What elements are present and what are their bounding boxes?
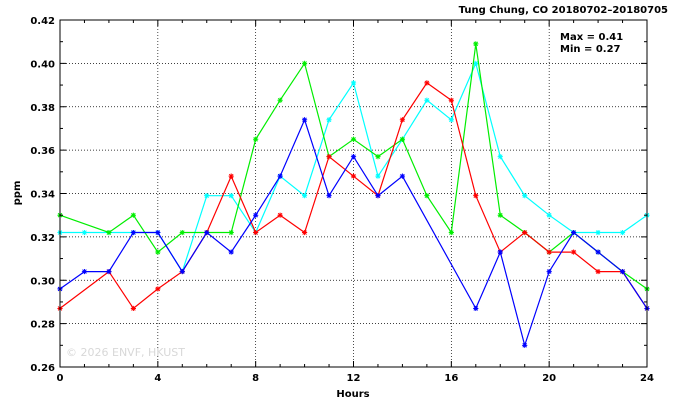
data-point-marker (522, 193, 528, 199)
y-tick-labels: 0.26 0.28 0.30 0.32 0.34 0.36 0.38 0.40 0.42 (30, 16, 55, 374)
data-point-marker (81, 229, 88, 236)
y-tick-label: 0.30 (30, 276, 55, 287)
data-point-marker (301, 229, 308, 236)
data-point-marker (155, 249, 161, 255)
data-point-marker (350, 136, 357, 142)
data-point-marker (277, 97, 283, 103)
data-point-marker (399, 117, 406, 123)
data-point-marker (253, 212, 259, 218)
grid-lines (60, 20, 647, 367)
data-point-marker (473, 305, 479, 312)
data-point-marker (473, 193, 479, 199)
data-point-marker (522, 342, 528, 348)
data-point-marker (228, 249, 234, 255)
data-point-marker (424, 80, 430, 86)
x-tick-label: 0 (57, 373, 64, 384)
y-tick-label: 0.34 (30, 190, 55, 201)
y-axis-label: ppm (12, 181, 23, 206)
x-tick-label: 24 (640, 373, 654, 384)
data-point-marker (424, 193, 430, 199)
data-point-marker (130, 212, 136, 218)
data-point-marker (155, 286, 161, 292)
data-point-marker (448, 229, 454, 236)
data-point-marker (326, 154, 332, 160)
data-point-marker (130, 305, 136, 312)
data-point-marker (399, 136, 406, 142)
y-tick-label: 0.32 (30, 233, 55, 244)
data-point-marker (375, 154, 381, 160)
data-point-marker (204, 193, 210, 199)
data-point-marker (595, 268, 601, 275)
series-group (57, 41, 650, 348)
stat-max: Max = 0.41 (560, 32, 623, 43)
x-axis-label: Hours (336, 389, 369, 400)
data-point-marker (130, 229, 136, 236)
data-point-marker (179, 268, 185, 275)
data-point-marker (301, 193, 308, 199)
data-point-marker (473, 60, 479, 66)
data-point-marker (424, 97, 430, 103)
data-point-marker (595, 229, 601, 236)
data-point-marker (448, 117, 454, 123)
x-tick-label: 12 (347, 373, 361, 384)
data-point-marker (399, 173, 406, 179)
data-point-marker (253, 136, 259, 142)
data-point-marker (301, 117, 308, 123)
x-tick-label: 20 (542, 373, 556, 384)
series-line (59, 43, 648, 290)
x-tick-label: 8 (252, 373, 259, 384)
data-point-marker (497, 154, 503, 160)
y-tick-label: 0.26 (30, 363, 55, 374)
x-tick-label: 4 (154, 373, 161, 384)
data-point-marker (546, 268, 552, 275)
data-point-marker (179, 229, 185, 236)
data-point-marker (350, 80, 357, 86)
y-tick-label: 0.28 (30, 320, 55, 331)
series-line (59, 82, 648, 310)
data-point-marker (228, 229, 234, 236)
data-point-marker (619, 268, 626, 275)
x-tick-labels: 0 4 8 12 16 20 24 (57, 373, 654, 384)
data-point-marker (277, 212, 283, 218)
stat-min: Min = 0.27 (560, 44, 621, 55)
data-point-marker (350, 173, 357, 179)
data-point-marker (497, 249, 503, 255)
data-point-marker (253, 229, 259, 236)
data-point-marker (375, 193, 381, 199)
y-tick-label: 0.38 (30, 103, 55, 114)
data-point-marker (204, 229, 210, 236)
data-point-marker (571, 229, 577, 236)
data-point-marker (473, 41, 479, 47)
plot-frame (59, 19, 648, 368)
series-3 (57, 80, 650, 312)
data-point-marker (497, 212, 503, 218)
data-point-marker (326, 117, 332, 123)
series-4 (57, 117, 650, 348)
data-point-marker (619, 229, 626, 236)
x-tick-label: 16 (444, 373, 458, 384)
data-point-marker (350, 154, 357, 160)
data-point-marker (301, 60, 308, 66)
data-point-marker (448, 97, 454, 103)
data-point-marker (546, 249, 552, 255)
data-point-marker (595, 249, 601, 255)
data-point-marker (375, 173, 381, 179)
data-point-marker (522, 229, 528, 236)
data-point-marker (326, 193, 332, 199)
data-point-marker (277, 173, 283, 179)
y-tick-label: 0.40 (30, 59, 55, 70)
data-point-marker (106, 229, 112, 236)
data-point-marker (546, 212, 552, 218)
data-point-marker (228, 193, 234, 199)
data-point-marker (106, 268, 112, 275)
data-point-marker (81, 268, 88, 275)
data-point-marker (228, 173, 234, 179)
data-point-marker (155, 229, 161, 236)
watermark: © 2026 ENVF, HKUST (66, 346, 185, 359)
chart-title: Tung Chung, CO 20180702–20180705 (459, 5, 668, 16)
y-tick-label: 0.42 (30, 16, 55, 27)
data-point-marker (571, 249, 577, 255)
y-tick-label: 0.36 (30, 146, 55, 157)
